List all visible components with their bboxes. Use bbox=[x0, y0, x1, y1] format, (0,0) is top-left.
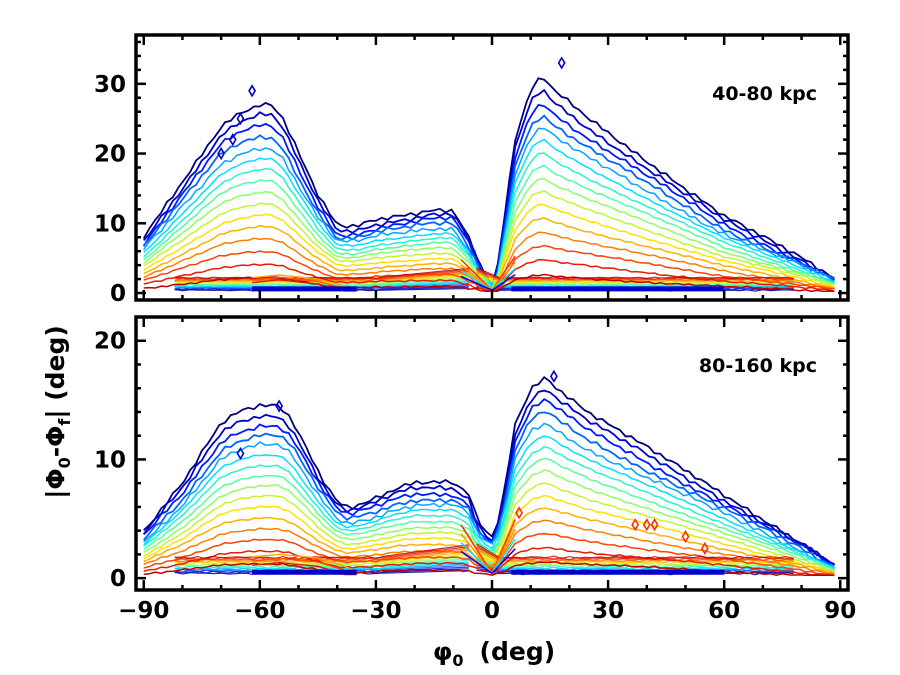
contour-line bbox=[143, 375, 835, 565]
x-tick-label: 0 bbox=[484, 598, 500, 624]
contour-line bbox=[143, 519, 835, 575]
contour-vertex-line bbox=[460, 548, 516, 575]
contour-line bbox=[142, 389, 836, 567]
y-tick-label: 0 bbox=[110, 566, 126, 592]
panel-bottom: 0 10 20 80-160 kpc bbox=[94, 315, 850, 592]
panel-label-bottom: 80-160 kpc bbox=[699, 355, 817, 377]
x-tick-label: −30 bbox=[350, 598, 401, 624]
outlier-markers-bottom bbox=[236, 369, 709, 556]
outlier-marker bbox=[515, 506, 524, 520]
contour-line bbox=[143, 88, 835, 288]
x-axis-label-rest: (deg) bbox=[480, 637, 556, 666]
outlier-marker bbox=[650, 518, 659, 532]
x-axis-label-base: φ bbox=[433, 637, 453, 666]
y-tick-label: 10 bbox=[94, 447, 126, 473]
outlier-marker bbox=[700, 541, 709, 556]
y-axis-label-mid: -Φ bbox=[41, 426, 70, 458]
x-tick-label: −90 bbox=[118, 598, 169, 624]
outlier-marker bbox=[275, 399, 284, 413]
contour-line bbox=[143, 127, 835, 291]
contour-line bbox=[143, 482, 835, 574]
contour-inner-loop bbox=[252, 553, 357, 573]
contour-line-floor bbox=[174, 267, 794, 280]
contour-line-floor bbox=[174, 546, 794, 562]
y-tick-label: 10 bbox=[94, 211, 126, 237]
plot-frame-top bbox=[134, 33, 850, 302]
ticks-bottom: 0 10 20 bbox=[94, 315, 848, 592]
outlier-marker bbox=[549, 369, 558, 383]
contour-line bbox=[143, 494, 835, 573]
outlier-marker bbox=[248, 84, 257, 98]
contour-line bbox=[143, 114, 835, 290]
outlier-marker bbox=[217, 146, 226, 161]
contour-line-floor bbox=[174, 543, 794, 560]
outlier-markers-top bbox=[217, 56, 566, 161]
contour-line bbox=[143, 397, 835, 566]
x-axis-label-sub: 0 bbox=[452, 651, 463, 670]
x-tick-label: 60 bbox=[708, 598, 740, 624]
outlier-marker bbox=[642, 518, 651, 532]
contour-line bbox=[143, 435, 835, 570]
outlier-marker bbox=[228, 133, 237, 147]
y-tick-label: 30 bbox=[94, 72, 126, 98]
ticks-top: 0 10 20 30 bbox=[94, 35, 848, 307]
contour-line bbox=[143, 445, 835, 570]
contour-line bbox=[143, 422, 835, 568]
y-tick-label: 20 bbox=[94, 329, 126, 355]
y-tick-label: 20 bbox=[94, 142, 126, 168]
outlier-marker bbox=[681, 530, 690, 544]
contour-line bbox=[143, 164, 835, 291]
y-tick-label: 0 bbox=[110, 281, 126, 307]
panel-label-top: 40-80 kpc bbox=[712, 83, 817, 105]
panel-top: 0 10 20 30 40-80 kpc bbox=[94, 33, 850, 307]
outlier-marker bbox=[631, 518, 640, 532]
y-axis-label-subf: f bbox=[55, 418, 74, 426]
y-axis-label: |Φ0-Φf| (deg) bbox=[41, 325, 74, 499]
contour-line bbox=[143, 507, 835, 575]
y-axis-label-open: |Φ bbox=[41, 468, 70, 498]
contour-line bbox=[143, 469, 835, 572]
y-axis-label-sub0: 0 bbox=[55, 457, 74, 468]
x-tick-label: −60 bbox=[234, 598, 285, 624]
x-tick-label: 90 bbox=[824, 598, 856, 624]
outlier-marker bbox=[236, 446, 245, 461]
x-tick-label: 30 bbox=[592, 598, 624, 624]
contour-set-top bbox=[142, 77, 835, 293]
contour-set-bottom bbox=[142, 375, 836, 576]
contour-line-floor bbox=[174, 272, 794, 283]
outlier-marker bbox=[236, 112, 245, 126]
x-axis-label: φ0 (deg) bbox=[433, 637, 555, 670]
outlier-marker bbox=[557, 56, 566, 70]
y-axis-label-close: | (deg) bbox=[41, 325, 70, 418]
